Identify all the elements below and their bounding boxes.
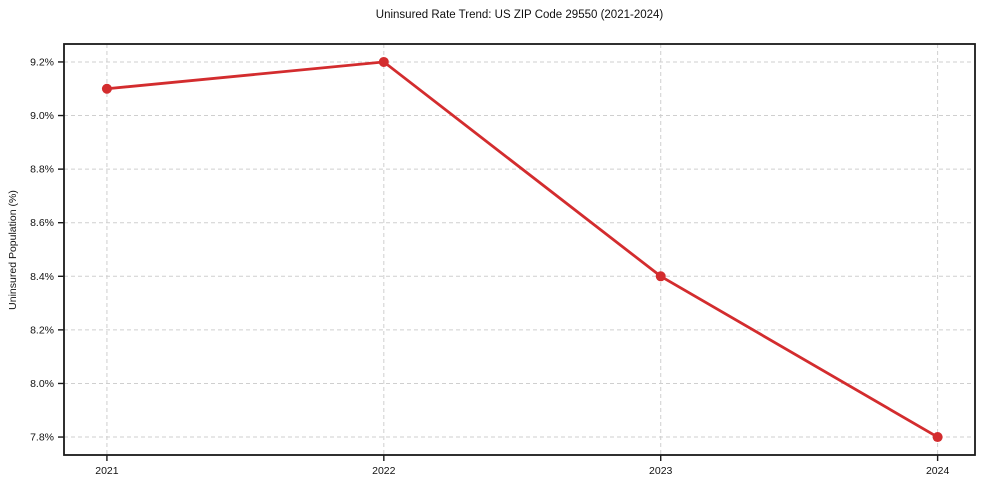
data-point-marker — [655, 271, 666, 282]
data-point-marker — [101, 83, 112, 94]
y-tick-label: 8.8% — [30, 164, 54, 176]
y-tick-label: 8.4% — [30, 271, 54, 283]
y-axis-label: Uninsured Population (%) — [7, 190, 19, 310]
chart-title: Uninsured Rate Trend: US ZIP Code 29550 … — [375, 9, 664, 21]
y-tick-label: 9.2% — [30, 56, 54, 68]
plot-border — [63, 43, 976, 456]
x-tick-label: 2021 — [95, 465, 119, 477]
y-tick-label: 8.2% — [30, 324, 54, 336]
data-point-marker — [932, 432, 943, 443]
x-tick-label: 2022 — [372, 465, 396, 477]
y-tick-label: 8.0% — [30, 378, 54, 390]
y-tick-label: 8.6% — [30, 217, 54, 229]
x-tick-label: 2023 — [649, 465, 673, 477]
data-line — [105, 60, 940, 439]
x-tick-label: 2024 — [926, 465, 950, 477]
y-tick-label: 7.8% — [30, 432, 54, 444]
y-tick-label: 9.0% — [30, 110, 54, 122]
data-point-marker — [378, 56, 389, 67]
